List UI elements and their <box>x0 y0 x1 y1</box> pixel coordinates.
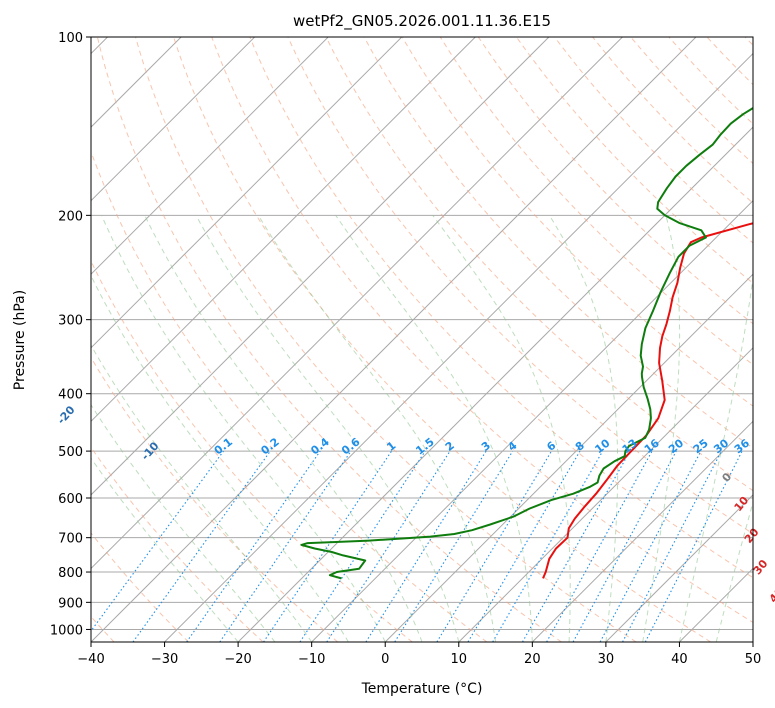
y-tick-label: 1000 <box>50 623 83 638</box>
y-tick-label: 500 <box>58 445 83 460</box>
dry-adiabat <box>91 150 488 642</box>
isotherm <box>384 273 753 642</box>
x-tick-label: −30 <box>151 652 178 667</box>
mixing-ratio-line <box>394 450 514 642</box>
mixing-ratio-line <box>365 450 487 642</box>
dry-adiabat <box>135 37 637 642</box>
profile-lines <box>300 106 753 580</box>
moist-adiabat <box>195 215 460 642</box>
x-tick-label: 40 <box>671 652 688 667</box>
mixing-ratio-line <box>436 450 552 642</box>
moist-adiabat <box>335 215 533 642</box>
x-tick-label: 0 <box>381 652 389 667</box>
chart-title: wetPf2_GN05.2026.001.11.36.E15 <box>293 12 551 31</box>
y-tick-label: 200 <box>58 209 83 224</box>
dry-adiabat <box>630 37 753 165</box>
mixing-ratio-line <box>572 450 677 642</box>
isotherm <box>531 420 753 642</box>
moist-adiabat <box>257 215 497 642</box>
moist-adiabat <box>91 274 349 642</box>
x-tick-label: 30 <box>598 652 615 667</box>
dry-adiabat <box>287 37 753 535</box>
dry-adiabat <box>211 37 753 624</box>
plot-frame <box>90 36 754 643</box>
mixing-ratio-line <box>546 450 653 642</box>
isotherm <box>458 347 753 642</box>
moist-adiabat <box>91 403 276 642</box>
y-tick-label: 300 <box>58 314 83 329</box>
isotherm <box>91 37 403 349</box>
dry-adiabat <box>325 37 753 492</box>
isotherm <box>91 37 476 423</box>
moist-adiabat <box>642 215 681 642</box>
mixing-ratio-line <box>467 450 581 642</box>
isotherm <box>164 52 753 642</box>
x-tick-label: −10 <box>298 652 325 667</box>
dewpoint-line <box>300 106 753 580</box>
dry-adiabat <box>91 532 189 642</box>
isotherm <box>605 494 753 642</box>
y-tick-label: 600 <box>58 492 83 507</box>
y-tick-label: 800 <box>58 566 83 581</box>
moist-adiabat <box>144 215 423 642</box>
mixing-ratio-line <box>521 450 631 642</box>
x-axis: −40 −30 −20 −10 0 10 20 30 40 50 <box>77 642 761 667</box>
dry-adiabat <box>91 356 339 642</box>
y-tick-label: 700 <box>58 532 83 547</box>
dry-adiabat <box>554 37 753 244</box>
dry-adiabat <box>249 37 753 579</box>
mixing-ratio-line <box>219 450 352 642</box>
isotherm <box>91 37 256 202</box>
dry-adiabat <box>439 37 753 366</box>
isotherm <box>91 37 329 275</box>
dry-adiabat <box>477 37 753 325</box>
y-tick-label: 900 <box>58 596 83 611</box>
moist-adiabat <box>91 457 239 642</box>
mixing-ratio-line <box>326 450 451 642</box>
moist-adiabat <box>715 500 753 642</box>
moist-adiabat <box>678 274 753 642</box>
dry-adiabat <box>515 37 753 284</box>
x-tick-label: −20 <box>224 652 251 667</box>
mixing-ratio-line <box>186 450 321 642</box>
dry-adiabat <box>592 37 753 204</box>
dry-adiabat <box>96 37 562 642</box>
isotherm <box>91 37 623 570</box>
y-axis-label: Pressure (hPa) <box>12 290 28 390</box>
dry-adiabat <box>401 37 753 407</box>
y-tick-label: 400 <box>58 388 83 403</box>
y-axis: 100 200 300 400 500 600 700 800 900 1000 <box>50 31 91 638</box>
isotherm <box>91 37 550 496</box>
mixing-ratio-line <box>492 450 604 642</box>
x-tick-label: 10 <box>451 652 468 667</box>
x-axis-label: Temperature (°C) <box>361 681 483 697</box>
dry-adiabat <box>363 37 753 449</box>
x-tick-label: 50 <box>745 652 762 667</box>
x-tick-label: −40 <box>77 652 104 667</box>
moist-adiabat-label: 40 <box>767 585 775 605</box>
x-tick-label: 20 <box>524 652 541 667</box>
background-lines <box>91 37 753 642</box>
moist-adiabat <box>432 215 571 642</box>
y-tick-label: 100 <box>58 31 83 46</box>
moist-adiabat <box>91 344 313 642</box>
